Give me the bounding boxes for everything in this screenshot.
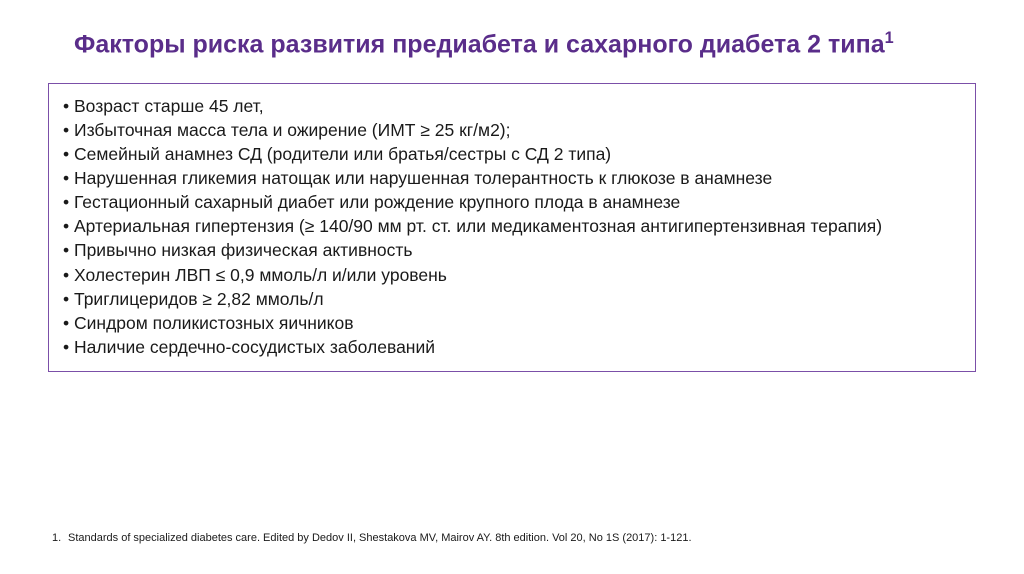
footnote: 1. Standards of specialized diabetes car… bbox=[68, 532, 692, 544]
footnote-text: Standards of specialized diabetes care. … bbox=[68, 532, 692, 544]
risk-factors-text: • Возраст старше 45 лет,• Избыточная мас… bbox=[63, 94, 961, 360]
slide: Факторы риска развития предиабета и саха… bbox=[0, 0, 1024, 574]
footnote-number: 1. bbox=[52, 532, 61, 544]
slide-title: Факторы риска развития предиабета и саха… bbox=[48, 28, 976, 61]
risk-factors-box: • Возраст старше 45 лет,• Избыточная мас… bbox=[48, 83, 976, 373]
